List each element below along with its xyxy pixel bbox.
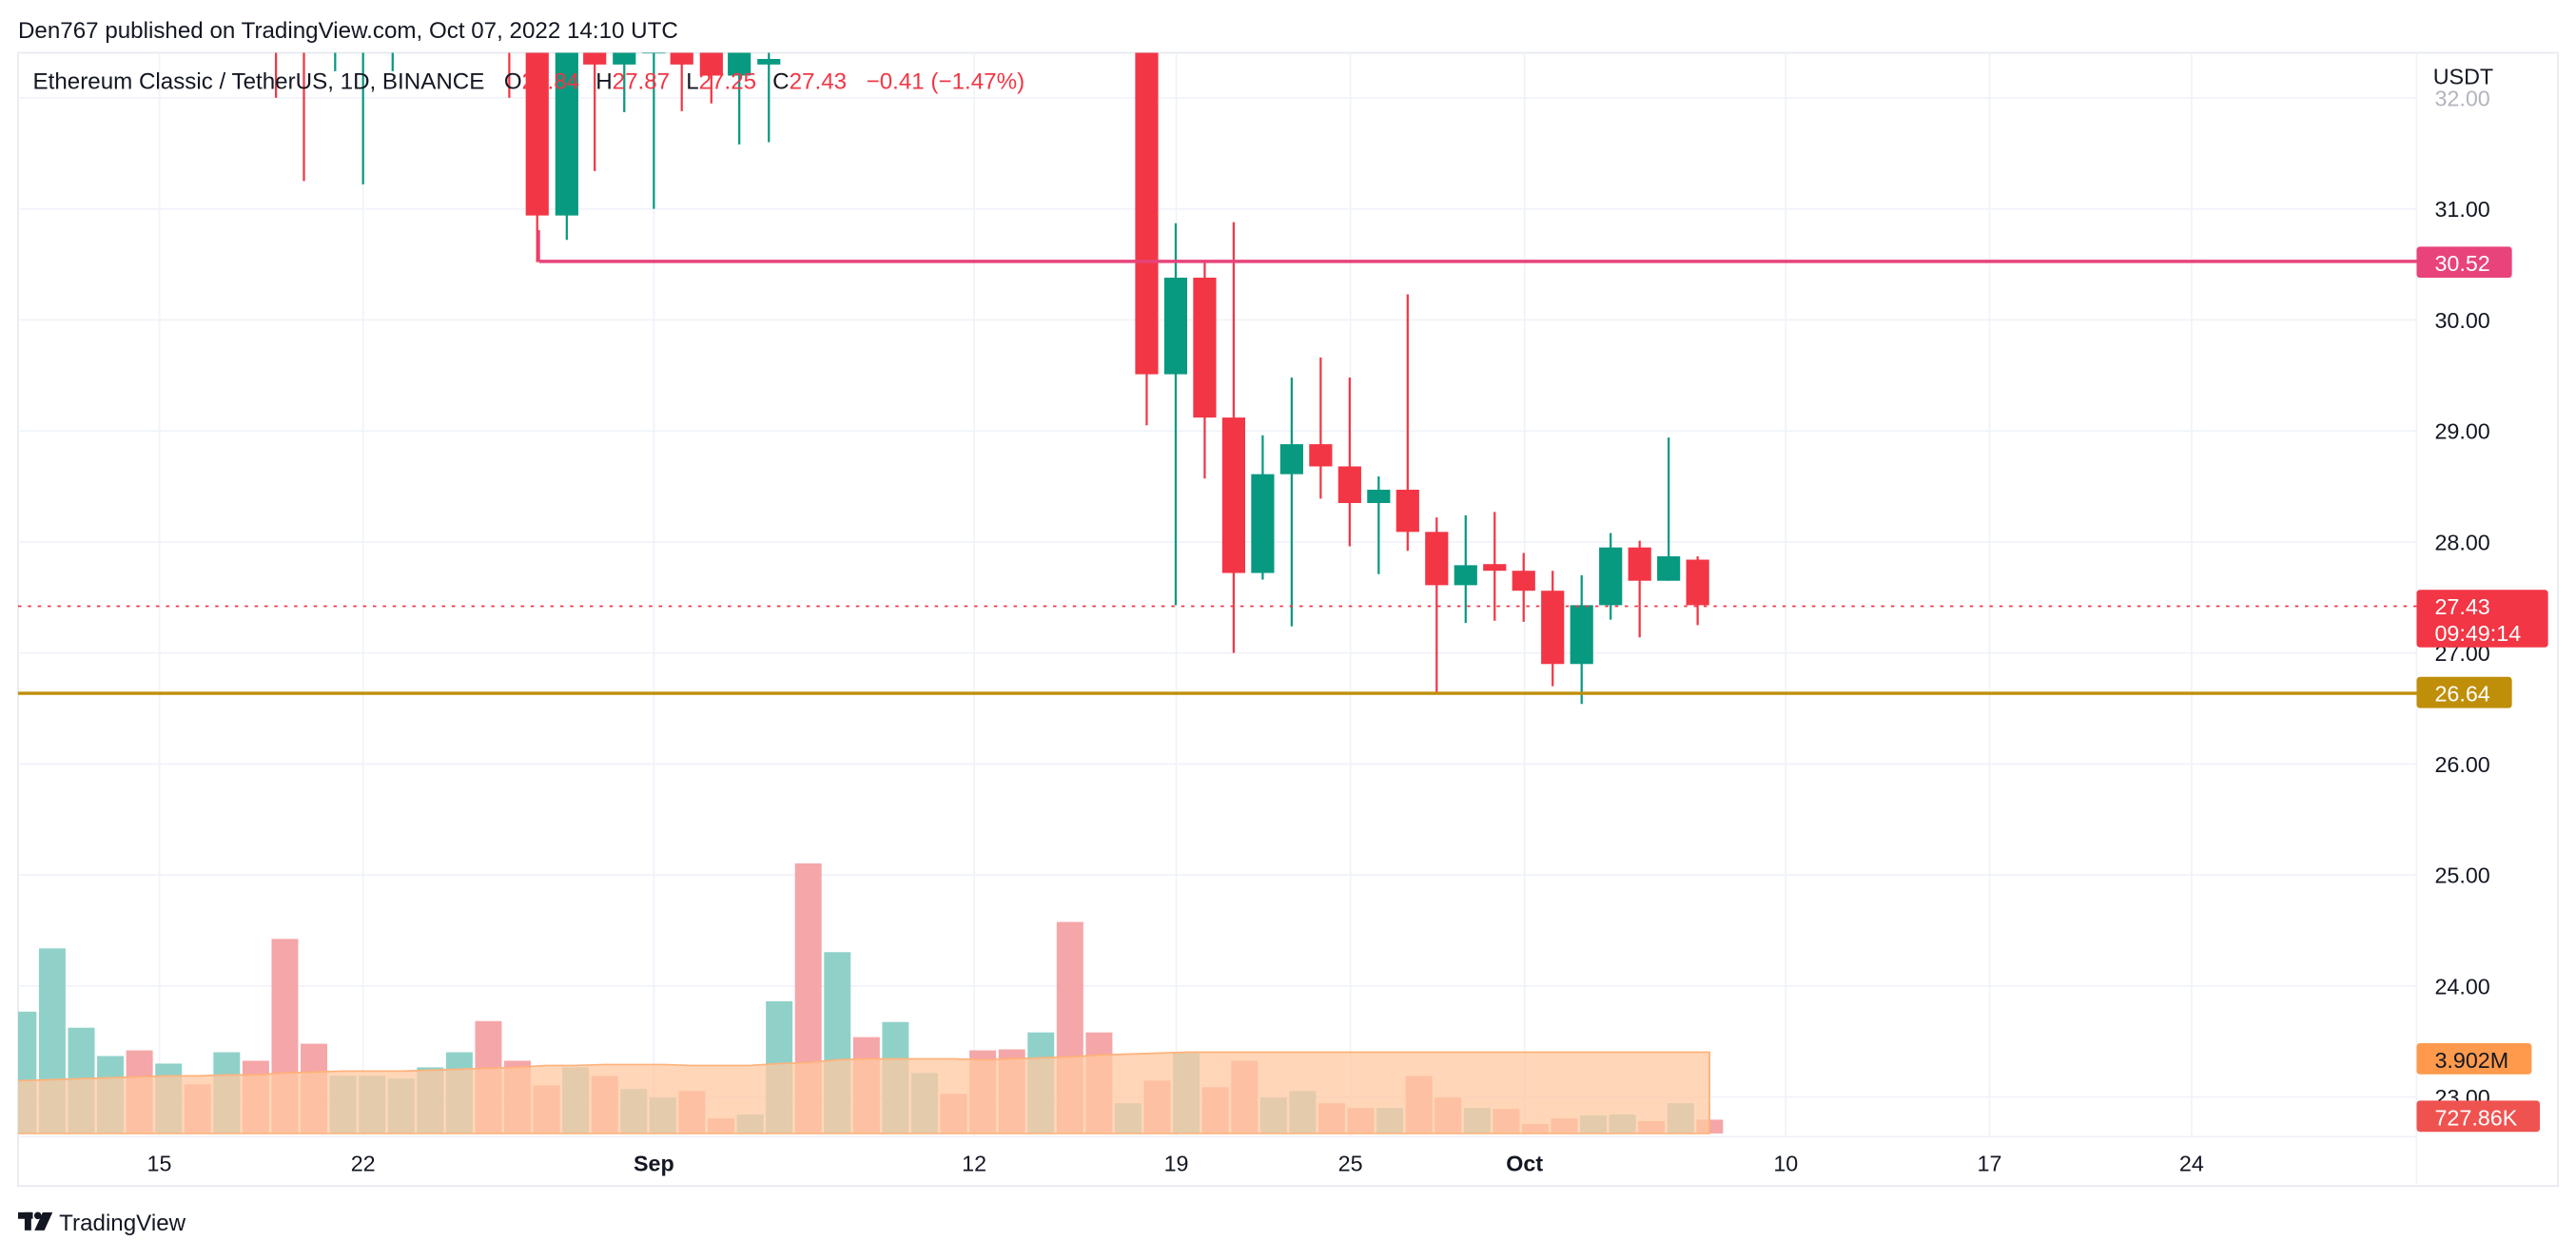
candlestick-series xyxy=(275,52,1709,705)
time-tick: 24 xyxy=(2179,1152,2204,1176)
candle xyxy=(670,52,693,111)
price-tick: 25.00 xyxy=(2434,863,2489,888)
candle xyxy=(642,52,666,209)
candle xyxy=(1337,378,1361,547)
price-tick: 28.00 xyxy=(2434,530,2489,554)
candle xyxy=(1251,435,1275,580)
time-tick: 12 xyxy=(962,1152,986,1176)
candle xyxy=(1135,52,1159,426)
candle xyxy=(1541,571,1565,687)
price-tick: 30.00 xyxy=(2434,308,2489,333)
candle xyxy=(1657,437,1681,581)
volume-value-label: 727.86K xyxy=(2416,1100,2541,1133)
legend-change: −0.41 (−1.47%) xyxy=(867,69,1025,95)
tradingview-brand: TradingView xyxy=(59,1211,185,1236)
time-axis[interactable]: 15 22 Sep 12 19 25 Oct 10 17 24 xyxy=(147,1152,2204,1176)
candle xyxy=(1395,294,1419,552)
candle xyxy=(699,52,723,104)
svg-text:Ethereum Classic / TetherUS, 1: Ethereum Classic / TetherUS, 1D, BINANCE… xyxy=(33,69,1025,95)
current-price-label: 27.43 09:49:14 xyxy=(2416,590,2548,648)
candle xyxy=(1279,378,1303,627)
price-tick: 31.00 xyxy=(2434,197,2489,222)
candle xyxy=(302,52,305,182)
volume-ma-label: 3.902M xyxy=(2416,1042,2532,1075)
candle xyxy=(1628,540,1651,638)
tradingview-logo-icon xyxy=(17,1212,53,1231)
candle xyxy=(1483,512,1507,621)
price-tick: 26.00 xyxy=(2434,752,2489,777)
support-price-label: 26.64 xyxy=(2416,676,2512,708)
candle xyxy=(757,52,781,143)
currency-label: USDT xyxy=(2433,64,2493,88)
candle xyxy=(1367,475,1391,574)
time-tick: 22 xyxy=(351,1152,376,1176)
time-tick: 19 xyxy=(1164,1152,1189,1176)
legend-close-value: 27.43 xyxy=(790,69,847,95)
time-tick: Sep xyxy=(634,1152,674,1176)
bar-countdown: 09:49:14 xyxy=(2434,621,2521,646)
candle xyxy=(728,52,751,145)
candle xyxy=(613,52,636,113)
chart-frame xyxy=(17,51,2559,1188)
time-tick: Oct xyxy=(1506,1152,1543,1176)
volume-ma-area xyxy=(17,1051,1711,1134)
price-tick: 32.00 xyxy=(2434,86,2489,110)
tradingview-logo[interactable]: TradingView xyxy=(17,1211,186,1236)
svg-text:3.902M: 3.902M xyxy=(2434,1048,2508,1073)
candle xyxy=(1193,262,1217,479)
candle xyxy=(1512,552,1535,622)
legend-symbol: Ethereum Classic / TetherUS, 1D, BINANCE xyxy=(33,69,485,95)
candle xyxy=(1686,556,1709,626)
published-line: Den767 published on TradingView.com, Oct… xyxy=(18,18,678,44)
resistance-price-label: 30.52 xyxy=(2416,246,2512,279)
legend-high-label: H xyxy=(595,69,612,95)
candle xyxy=(1599,533,1623,620)
current-price-value: 27.43 xyxy=(2434,594,2489,619)
legend-low-value: 27.25 xyxy=(699,69,756,95)
price-tick: 24.00 xyxy=(2434,974,2489,998)
price-tick: 29.00 xyxy=(2434,419,2489,444)
volume-pane xyxy=(17,863,1724,1134)
time-tick: 25 xyxy=(1338,1152,1363,1176)
svg-text:727.86K: 727.86K xyxy=(2434,1105,2517,1130)
candle xyxy=(361,52,364,184)
legend-low-label: L xyxy=(686,69,698,95)
legend-close-label: C xyxy=(772,69,789,95)
time-tick: 10 xyxy=(1773,1152,1798,1176)
legend-open-value: 27.84 xyxy=(522,69,579,95)
candle xyxy=(1309,358,1333,499)
candle xyxy=(1425,517,1449,693)
candle xyxy=(555,52,578,241)
symbol-legend: Ethereum Classic / TetherUS, 1D, BINANCE… xyxy=(33,69,1025,95)
legend-open-label: O xyxy=(504,69,522,95)
svg-text:26.64: 26.64 xyxy=(2434,682,2489,707)
candle xyxy=(525,52,549,262)
candle xyxy=(1570,574,1593,705)
time-tick: 17 xyxy=(1977,1152,2001,1176)
legend-high-value: 27.87 xyxy=(613,69,670,95)
candle xyxy=(583,52,607,171)
svg-text:30.52: 30.52 xyxy=(2434,251,2489,276)
candle xyxy=(1221,222,1246,653)
price-axis[interactable]: USDT 32.0031.0030.0029.0028.0027.0026.00… xyxy=(2433,64,2493,1110)
candle xyxy=(1163,223,1188,606)
candle xyxy=(1454,514,1477,624)
time-tick: 15 xyxy=(147,1152,172,1176)
grid-lines xyxy=(17,52,2417,1137)
